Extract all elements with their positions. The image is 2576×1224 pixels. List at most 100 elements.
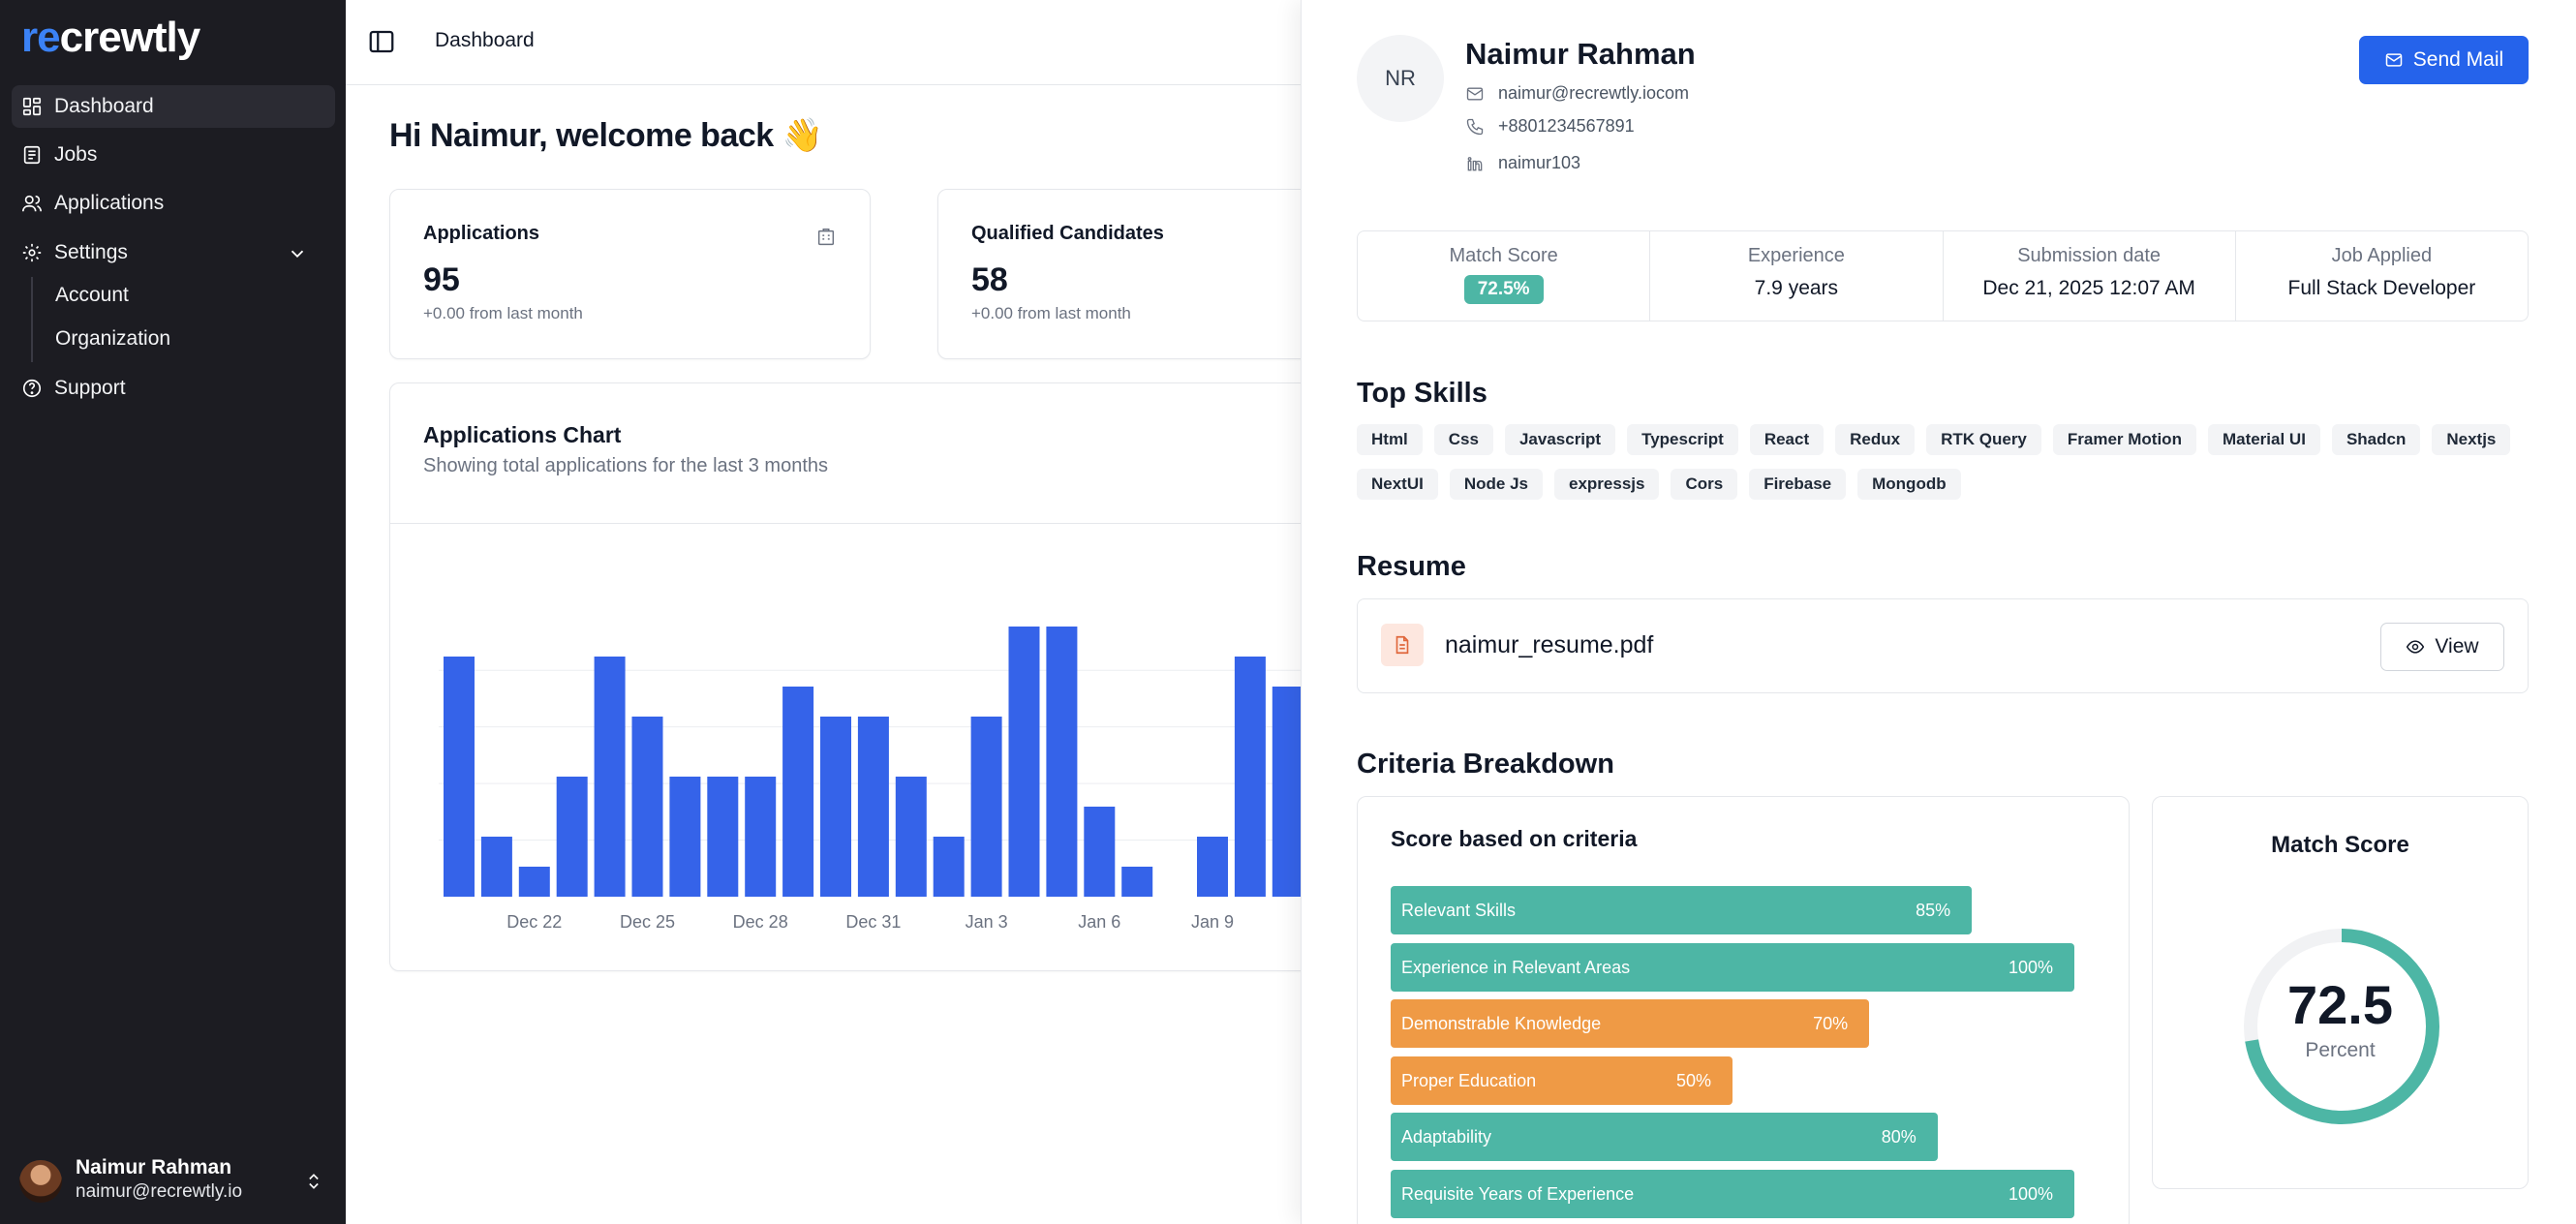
- skill-badge: Javascript: [1504, 424, 1616, 455]
- chart-bar[interactable]: [707, 777, 739, 897]
- match-score-value: 72.5: [2287, 974, 2393, 1035]
- x-tick-label: Dec 25: [620, 912, 675, 932]
- chart-bar[interactable]: [594, 657, 626, 897]
- candidate-phone[interactable]: +8801234567891: [1465, 116, 1635, 137]
- chart-bar[interactable]: [1084, 807, 1116, 897]
- main-content: Dashboard Hi Naimur, welcome back 👋 Appl…: [346, 0, 1436, 1224]
- contact-text: +8801234567891: [1498, 116, 1635, 136]
- skill-badge: Firebase: [1749, 469, 1847, 500]
- info-label: Match Score: [1449, 245, 1558, 266]
- skill-badge: RTK Query: [1926, 424, 2041, 455]
- chart-bar[interactable]: [933, 837, 965, 897]
- candidate-email[interactable]: naimur@recrewtly.iocom: [1465, 83, 1689, 104]
- criteria-card: Score based on criteria Relevant Skills 8…: [1357, 796, 2130, 1224]
- candidate-name: Naimur Rahman: [1465, 37, 1696, 71]
- chart-bar[interactable]: [1197, 837, 1228, 897]
- sidebar-toggle-icon[interactable]: [367, 27, 396, 56]
- chart-bar[interactable]: [895, 777, 927, 897]
- chart-bar[interactable]: [1121, 867, 1153, 897]
- linkedin-icon: [1467, 156, 1483, 170]
- chevron-down-icon[interactable]: [287, 243, 308, 264]
- sidebar-item-jobs[interactable]: Jobs: [12, 134, 335, 176]
- x-tick-label: Dec 22: [506, 912, 562, 932]
- skills-list: Html Css Javascript Typescript React Redux RTK…: [1357, 424, 2538, 500]
- criteria-percent: 80%: [1881, 1127, 1917, 1148]
- x-tick-label: Dec 31: [845, 912, 901, 932]
- sidebar-item-label: Support: [54, 377, 126, 399]
- skill-badge: Node Js: [1449, 469, 1543, 500]
- chart-bar[interactable]: [1008, 627, 1040, 897]
- job-applied-cell: Job Applied Full Stack Developer: [2236, 231, 2528, 321]
- stat-value: 58: [971, 261, 1008, 298]
- criteria-label: Proper Education: [1401, 1070, 1537, 1090]
- sidebar-item-dashboard[interactable]: Dashboard: [12, 85, 335, 128]
- help-circle-icon: [22, 379, 42, 398]
- criteria-bar: Demonstrable Knowledge 70%: [1391, 999, 1870, 1049]
- sidebar-item-organization[interactable]: Organization: [55, 327, 171, 350]
- skill-badge: expressjs: [1554, 469, 1660, 500]
- sidebar-item-label: Dashboard: [54, 95, 154, 117]
- chart-bar[interactable]: [970, 717, 1002, 897]
- sidebar-item-applications[interactable]: Applications: [12, 182, 335, 225]
- stat-card-applications: Applications 95 +0.00 from last month: [389, 189, 871, 359]
- view-resume-button[interactable]: View: [2380, 623, 2504, 671]
- stat-subtext: +0.00 from last month: [971, 304, 1131, 322]
- criteria-percent: 85%: [1916, 901, 1951, 920]
- chart-title: Applications Chart: [423, 422, 622, 447]
- criteria-label: Experience in Relevant Areas: [1401, 957, 1631, 977]
- criteria-label: Relevant Skills: [1401, 901, 1517, 920]
- skill-badge: Material UI: [2207, 424, 2320, 455]
- chart-bar[interactable]: [480, 837, 512, 897]
- gear-icon: [22, 243, 42, 262]
- view-label: View: [2435, 635, 2479, 658]
- criteria-label: Demonstrable Knowledge: [1401, 1014, 1602, 1034]
- chart-bar[interactable]: [669, 777, 701, 897]
- chart-bar[interactable]: [518, 867, 550, 897]
- sidebar-item-label: Settings: [54, 241, 128, 263]
- criteria-title: Criteria Breakdown: [1357, 749, 1614, 780]
- chart-bar[interactable]: [857, 717, 889, 897]
- page-title: Hi Naimur, welcome back 👋: [389, 117, 823, 154]
- match-score-cell: Match Score 72.5%: [1358, 231, 1651, 321]
- top-skills-title: Top Skills: [1357, 378, 1487, 409]
- chart-bar[interactable]: [444, 657, 475, 897]
- users-icon: [22, 195, 42, 212]
- criteria-percent: 100%: [2008, 1184, 2053, 1204]
- match-score-badge: 72.5%: [1463, 275, 1544, 304]
- criteria-percent: 50%: [1675, 1070, 1711, 1090]
- ring-progress: [2244, 929, 2439, 1124]
- chart-bar[interactable]: [556, 777, 588, 897]
- logo[interactable]: recrewtly: [21, 14, 200, 61]
- chart-bar[interactable]: [820, 717, 851, 897]
- candidate-summary: Match Score 72.5% Experience 7.9 years S…: [1357, 230, 2529, 321]
- sidebar-item-settings[interactable]: Settings: [12, 231, 335, 274]
- candidate-linkedin[interactable]: naimur103: [1465, 153, 1580, 173]
- chart-bar[interactable]: [1234, 657, 1266, 897]
- skill-badge: React: [1749, 424, 1825, 455]
- chart-bar[interactable]: [745, 777, 777, 897]
- info-value: 7.9 years: [1754, 277, 1839, 299]
- user-menu[interactable]: Naimur Rahman naimur@recrewtly.io: [19, 1152, 329, 1207]
- chevrons-up-down-icon: [309, 1174, 319, 1189]
- chart-bar[interactable]: [631, 717, 663, 897]
- chart-bar[interactable]: [782, 687, 814, 897]
- skill-badge: Framer Motion: [2052, 424, 2196, 455]
- eye-icon: [2407, 640, 2425, 654]
- send-mail-button[interactable]: Send Mail: [2359, 36, 2529, 84]
- contact-text: naimur103: [1498, 153, 1581, 172]
- dashboard-icon: [22, 97, 42, 116]
- skill-badge: Redux: [1835, 424, 1916, 455]
- chart-subtitle: Showing total applications for the last …: [423, 455, 829, 476]
- chart-bar[interactable]: [1272, 687, 1303, 897]
- user-name: Naimur Rahman: [76, 1156, 232, 1178]
- sidebar-item-support[interactable]: Support: [12, 367, 335, 410]
- info-value: Full Stack Developer: [2287, 277, 2476, 299]
- sidebar-item-account[interactable]: Account: [55, 284, 129, 306]
- x-tick-label: Jan 6: [1078, 912, 1120, 932]
- info-label: Job Applied: [2331, 245, 2433, 266]
- chart-bar[interactable]: [1046, 627, 1078, 897]
- criteria-label: Requisite Years of Experience: [1401, 1184, 1635, 1204]
- x-tick-label: Jan 3: [966, 912, 1008, 932]
- criteria-bar: Adaptability 80%: [1391, 1113, 1938, 1162]
- candidate-panel: NR Naimur Rahman naimur@recrewtly.iocom …: [1301, 0, 2576, 1224]
